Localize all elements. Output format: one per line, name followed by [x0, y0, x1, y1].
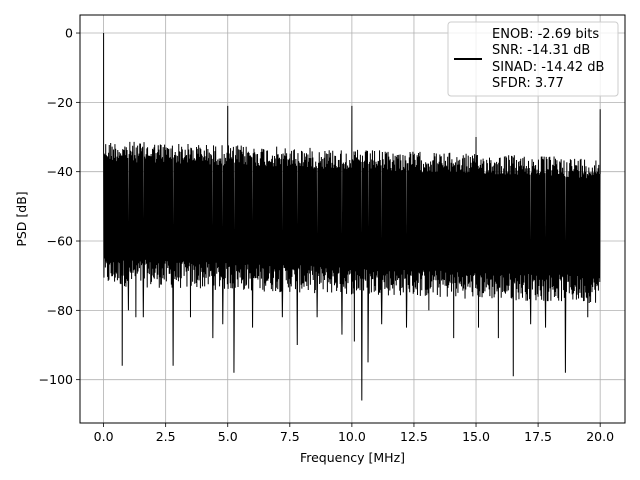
x-tick-label: 5.0	[218, 429, 238, 444]
x-tick-label: 10.0	[338, 429, 366, 444]
x-tick-label: 20.0	[586, 429, 614, 444]
y-axis-label: PSD [dB]	[14, 191, 29, 246]
y-tick-label: −20	[47, 95, 73, 110]
x-axis-label: Frequency [MHz]	[300, 450, 405, 465]
y-tick-label: −80	[47, 303, 73, 318]
psd-series-line	[103, 33, 601, 401]
y-axis: 0 −20 −40 −60 −80 −100	[39, 26, 80, 387]
plot-frame	[79, 14, 626, 424]
legend-entry-enob: ENOB: -2.69 bits	[492, 27, 599, 42]
legend-entry-snr: SNR: -14.31 dB	[492, 43, 590, 58]
x-tick-label: 0.0	[94, 429, 114, 444]
legend: ENOB: -2.69 bits SNR: -14.31 dB SINAD: -…	[447, 21, 619, 97]
legend-box	[447, 21, 619, 97]
plot-area	[103, 33, 601, 401]
x-tick-label: 17.5	[524, 429, 552, 444]
x-axis: 0.0 2.5 5.0 7.5 10.0 12.5 15.0 17.5 20.0	[94, 423, 614, 444]
x-tick-label: 12.5	[400, 429, 428, 444]
y-tick-label: −60	[47, 234, 73, 249]
y-tick-label: −100	[39, 372, 73, 387]
legend-entry-sfdr: SFDR: 3.77	[492, 76, 564, 91]
y-tick-label: 0	[65, 26, 73, 41]
x-tick-label: 15.0	[462, 429, 490, 444]
y-tick-label: −40	[47, 164, 73, 179]
x-tick-label: 2.5	[156, 429, 176, 444]
x-tick-label: 7.5	[280, 429, 300, 444]
legend-entry-sinad: SINAD: -14.42 dB	[492, 60, 604, 75]
